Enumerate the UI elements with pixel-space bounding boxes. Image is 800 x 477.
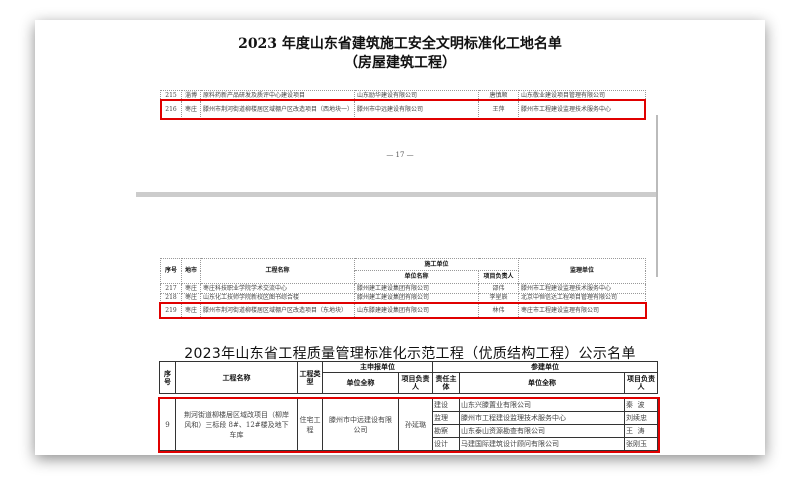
header-project: 工程名称: [200, 258, 355, 284]
header-role: 责任主体: [432, 372, 460, 394]
highlight-box: [159, 302, 647, 319]
header-project: 工程名称: [175, 361, 298, 394]
cell-no: 217: [160, 283, 182, 294]
cell-project: 枣庄科技职业学院学术交流中心: [200, 283, 355, 294]
quality-data-table: 9 荆河街道柳楼居区域改项目（柳岸风和）三标段 8#、12#楼及地下车库 住宅工…: [159, 398, 658, 451]
table-row: 216 枣庄 滕州市荆河街道柳楼居区域棚户区改造项目（西地块一） 滕州市中远建设有限公…: [160, 100, 646, 119]
header-type: 工程类型: [297, 361, 323, 394]
header-company: 单位名称: [354, 270, 479, 284]
cell-supervisor: 滕州市工程建设监理技术服务中心: [518, 283, 647, 294]
table-row: 监理 滕州市工程建设监理技术服务中心 刘续忠: [160, 411, 658, 425]
site-list-table-2: 序号 地市 工程名称 施工单位 监理单位 单位名称 项目负责人 217 枣庄 枣庄科技…: [160, 258, 647, 319]
header-supervisor: 监理单位: [518, 258, 647, 284]
table-header-row: 序号 地市 工程名称 施工单位 监理单位: [160, 258, 647, 284]
table-row: 218 枣庄 山东化工技师学院新校区图书综合楼 滕州建工建设集团有限公司 李星辰 北京中恒…: [160, 293, 647, 303]
quality-header-table: 序号 工程名称 工程类型 主申报单位 参建单位 单位全称 项目负责人 责任主体 …: [159, 361, 659, 394]
header-builder: 施工单位: [353, 258, 520, 271]
header-main-manager: 项目负责人: [398, 372, 433, 394]
header-main-company: 单位全称: [322, 372, 399, 394]
highlight-box: [160, 99, 646, 120]
highlight-box: [158, 397, 660, 453]
cell-city: 枣庄: [181, 283, 201, 294]
header-part-manager: 项目负责人: [623, 372, 659, 394]
page-number: — 17 —: [386, 151, 414, 159]
header-main: 主申报单位: [322, 361, 433, 373]
page-separator: [136, 192, 657, 197]
cell-manager: 邵伟: [477, 283, 520, 294]
table-row: 设计 马建国际建筑设计顾问有限公司 张刚玉: [160, 437, 658, 451]
table-row: 217 枣庄 枣庄科技职业学院学术交流中心 滕州建工建设集团有限公司 邵伟 滕州市工程建设…: [160, 283, 647, 294]
header-no: 序号: [159, 361, 176, 394]
page-subtitle: （房屋建筑工程）: [344, 55, 456, 71]
cell-part-manager: 张刚玉: [624, 437, 658, 451]
page-edge-line: [656, 115, 658, 277]
header-manager: 项目负责人: [477, 270, 520, 284]
header-no: 序号: [160, 258, 182, 284]
header-participants: 参建单位: [431, 361, 659, 373]
cell-role: 设计: [432, 437, 460, 451]
header-part-company: 单位全称: [459, 372, 625, 394]
cell-company: 滕州建工建设集团有限公司: [354, 283, 479, 294]
cell-type: 住宅工程: [297, 398, 323, 451]
header-city: 地市: [181, 258, 201, 284]
cell-manager: 孙延璐: [398, 398, 433, 451]
cell-project: 荆河街道柳楼居区域改项目（柳岸风和）三标段 8#、12#楼及地下车库: [175, 398, 298, 451]
quality-title: 2023年山东省工程质量管理标准化示范工程（优质结构工程）公示名单: [184, 346, 636, 362]
page-title: 2023 年度山东省建筑施工安全文明标准化工地名单: [238, 36, 562, 52]
